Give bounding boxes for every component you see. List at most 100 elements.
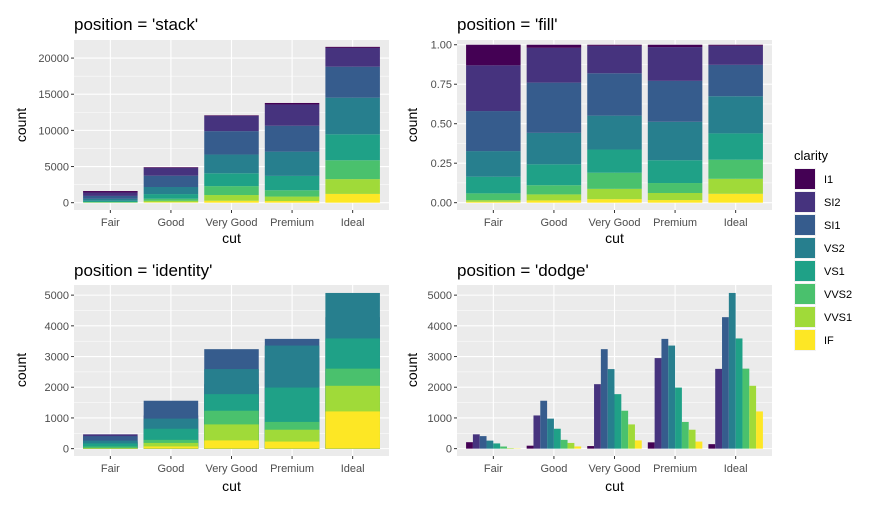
bar-segment <box>264 102 320 105</box>
y-tick-label: 1000 <box>45 413 69 425</box>
y-tick-label: 0.50 <box>431 119 452 131</box>
bar <box>756 411 763 449</box>
legend-label: VS2 <box>824 243 845 255</box>
bar <box>567 442 575 449</box>
bar-segment <box>587 172 642 189</box>
bar-segment <box>587 188 642 200</box>
legend-label: VVS1 <box>824 312 852 324</box>
bar-segment <box>647 44 703 48</box>
x-tick-label: Good <box>540 463 567 475</box>
bar <box>486 440 494 449</box>
bar-segment <box>204 195 259 201</box>
bar <box>675 387 682 449</box>
bar <box>688 429 696 449</box>
bar <box>143 442 199 449</box>
bar <box>540 400 548 449</box>
x-tick-label: Ideal <box>341 463 365 475</box>
panel-stack: position = 'stack' 05000100001500020000 … <box>13 15 389 246</box>
bar-segment <box>587 149 642 173</box>
panel-title: position = 'dodge' <box>457 261 589 280</box>
bar-segment <box>708 96 763 134</box>
legend-swatch <box>795 169 815 189</box>
x-axis-label: cut <box>605 230 624 246</box>
bar <box>634 440 642 449</box>
bar-segment <box>466 111 521 152</box>
bar <box>661 338 669 449</box>
bar <box>600 349 608 449</box>
bar-segment <box>83 192 138 196</box>
bar-segment <box>466 200 521 202</box>
bar-segment <box>143 194 199 199</box>
y-axis-label: count <box>13 108 29 142</box>
x-tick-label: Fair <box>484 463 503 475</box>
bar-segment <box>264 175 320 191</box>
bar <box>681 421 689 449</box>
y-ticks: 0 1000 2000 3000 4000 5000 <box>45 290 74 456</box>
bar-segment <box>647 200 703 203</box>
y-tick-label: 0.00 <box>431 198 452 210</box>
bar-segment <box>466 193 521 201</box>
legend-swatch <box>795 192 815 212</box>
y-axis-label: count <box>404 353 420 387</box>
bar <box>547 418 554 449</box>
bar-segment <box>204 173 259 187</box>
bar-marks <box>83 46 380 203</box>
legend: clarity I1 SI2 SI1 VS2 VS1 VVS2 VVS1 IF <box>794 148 852 351</box>
bar-segment <box>708 133 763 160</box>
bar-segment <box>83 191 138 193</box>
bar-segment <box>204 115 259 132</box>
bar-segment <box>587 115 642 150</box>
bar-segment <box>587 73 642 116</box>
bar-segment <box>526 200 582 203</box>
x-tick-label: Premium <box>653 463 697 475</box>
legend-items: I1 SI2 SI1 VS2 VS1 VVS2 VVS1 IF <box>794 168 852 351</box>
bar-segment <box>708 159 763 179</box>
bar-segment <box>647 183 703 193</box>
bar <box>83 443 138 449</box>
bar <box>560 439 568 449</box>
y-tick-label: 2000 <box>45 382 69 394</box>
y-tick-label: 1.00 <box>431 40 452 52</box>
y-tick-label: 20000 <box>38 53 69 65</box>
bar-segment <box>647 160 703 184</box>
bar <box>506 448 514 449</box>
bar-segment <box>466 201 521 203</box>
bar-segment <box>325 179 380 194</box>
x-tick-label: Premium <box>270 463 314 475</box>
x-tick-label: Very Good <box>589 463 641 475</box>
bar <box>728 292 736 449</box>
panel-fill: position = 'fill' 0.00 0.25 0.50 0.75 1.00 F… <box>404 15 772 246</box>
bar <box>614 394 622 449</box>
bar-segment <box>587 45 642 74</box>
bar-segment <box>143 167 199 176</box>
y-tick-label: 10000 <box>38 125 69 137</box>
legend-swatch <box>795 215 815 235</box>
bar-segment <box>708 178 763 194</box>
y-tick-label: 0 <box>63 444 69 456</box>
bar <box>493 443 501 449</box>
y-tick-label: 5000 <box>45 290 69 302</box>
y-tick-label: 4000 <box>428 321 452 333</box>
bar-marks <box>83 292 380 449</box>
bar-marks <box>466 44 763 203</box>
bar <box>742 368 750 449</box>
bar-segment <box>143 200 199 203</box>
bar-segment <box>204 131 259 155</box>
bar <box>204 440 259 449</box>
bar-segment <box>264 196 320 202</box>
x-axis-label: cut <box>222 230 241 246</box>
bar-segment <box>264 190 320 197</box>
y-axis-label: count <box>404 108 420 142</box>
y-tick-label: 5000 <box>45 162 69 174</box>
panel-title: position = 'identity' <box>74 261 212 280</box>
bar-segment <box>466 176 521 194</box>
bar-segment <box>466 151 521 177</box>
bar <box>574 446 582 449</box>
legend-label: I1 <box>824 174 833 186</box>
bar-segment <box>708 64 763 97</box>
legend-swatch <box>795 284 815 304</box>
bar-segment <box>325 160 380 180</box>
x-ticks: Fair Good Very Good Premium Ideal <box>484 456 748 475</box>
y-tick-label: 0.75 <box>431 79 452 91</box>
